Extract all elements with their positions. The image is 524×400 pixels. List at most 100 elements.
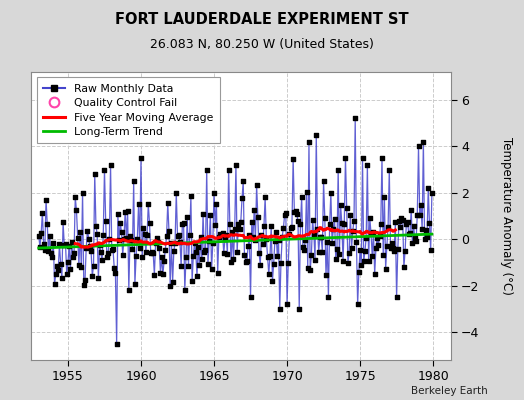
Point — [54, 267, 62, 274]
Point — [55, 241, 63, 247]
Point — [267, 223, 276, 229]
Point — [271, 238, 279, 244]
Point — [375, 233, 384, 240]
Point — [93, 231, 101, 237]
Point — [374, 242, 383, 248]
Point — [194, 244, 202, 250]
Point — [283, 301, 291, 308]
Point — [196, 234, 205, 240]
Point — [357, 262, 366, 268]
Point — [244, 243, 252, 250]
Point — [221, 236, 229, 242]
Point — [279, 224, 288, 231]
Point — [77, 264, 85, 270]
Point — [208, 266, 216, 272]
Point — [347, 244, 356, 251]
Point — [156, 269, 165, 276]
Point — [253, 182, 261, 188]
Point — [363, 162, 372, 168]
Point — [50, 281, 59, 287]
Text: Berkeley Earth: Berkeley Earth — [411, 386, 487, 396]
Point — [306, 267, 314, 273]
Point — [188, 278, 196, 284]
Point — [185, 232, 194, 238]
Point — [126, 233, 134, 240]
Point — [76, 229, 84, 236]
Point — [391, 219, 400, 226]
Point — [152, 235, 161, 241]
Point — [325, 221, 334, 227]
Point — [49, 240, 58, 246]
Point — [46, 233, 54, 239]
Point — [136, 245, 144, 251]
Point — [170, 248, 178, 254]
Point — [278, 234, 287, 240]
Point — [290, 208, 299, 215]
Point — [37, 230, 46, 236]
Point — [42, 196, 50, 203]
Point — [110, 264, 118, 271]
Point — [256, 261, 265, 268]
Point — [91, 171, 99, 177]
Point — [381, 266, 390, 272]
Point — [423, 234, 431, 240]
Point — [369, 228, 378, 235]
Point — [295, 306, 303, 312]
Point — [182, 254, 190, 260]
Point — [303, 264, 312, 271]
Point — [69, 254, 77, 260]
Point — [80, 282, 88, 288]
Point — [96, 249, 105, 256]
Point — [345, 250, 353, 256]
Point — [348, 228, 357, 234]
Point — [61, 241, 70, 247]
Point — [427, 247, 435, 253]
Point — [168, 278, 177, 285]
Point — [89, 262, 97, 269]
Point — [68, 239, 76, 246]
Point — [205, 238, 213, 245]
Point — [264, 254, 272, 260]
Point — [51, 271, 60, 277]
Point — [75, 262, 83, 268]
Point — [419, 138, 428, 145]
Point — [145, 220, 154, 226]
Point — [262, 236, 270, 242]
Point — [114, 211, 122, 218]
Point — [292, 211, 301, 218]
Point — [160, 258, 168, 264]
Point — [318, 248, 326, 255]
Point — [416, 212, 424, 218]
Point — [346, 212, 355, 218]
Point — [172, 190, 180, 196]
Point — [266, 253, 274, 259]
Point — [246, 294, 255, 300]
Point — [333, 246, 341, 252]
Point — [140, 230, 149, 237]
Point — [298, 194, 306, 201]
Legend: Raw Monthly Data, Quality Control Fail, Five Year Moving Average, Long-Term Tren: Raw Monthly Data, Quality Control Fail, … — [37, 78, 220, 144]
Point — [350, 218, 358, 224]
Point — [406, 230, 414, 237]
Point — [154, 239, 162, 245]
Point — [395, 218, 403, 224]
Point — [340, 221, 348, 227]
Point — [231, 226, 239, 232]
Point — [324, 294, 333, 300]
Point — [367, 230, 375, 236]
Point — [368, 253, 376, 260]
Point — [129, 178, 138, 184]
Point — [100, 166, 108, 173]
Point — [120, 236, 128, 242]
Point — [238, 195, 246, 202]
Point — [312, 132, 321, 138]
Point — [47, 250, 55, 256]
Point — [285, 230, 293, 237]
Point — [158, 254, 166, 260]
Point — [83, 227, 92, 234]
Y-axis label: Temperature Anomaly (°C): Temperature Anomaly (°C) — [500, 137, 514, 295]
Point — [383, 243, 391, 250]
Point — [53, 262, 61, 269]
Point — [280, 212, 289, 218]
Point — [232, 162, 240, 168]
